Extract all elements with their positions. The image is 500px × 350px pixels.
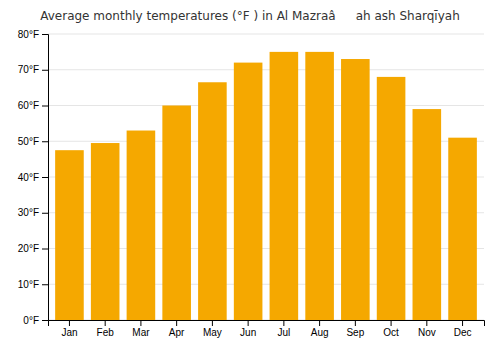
tick: 70°F bbox=[18, 64, 48, 75]
tick-mark bbox=[42, 70, 48, 71]
grid-line bbox=[48, 105, 484, 106]
tick-label: Nov bbox=[418, 327, 436, 338]
tick: 30°F bbox=[18, 207, 48, 218]
tick-label: Mar bbox=[132, 327, 150, 338]
tick-label: Sep bbox=[346, 327, 364, 338]
tick-mark bbox=[42, 284, 48, 285]
grid-line bbox=[48, 69, 484, 70]
tick-mark bbox=[42, 141, 48, 142]
tick-label: May bbox=[203, 327, 222, 338]
tick-label: Feb bbox=[97, 327, 115, 338]
bar bbox=[448, 138, 477, 320]
tick: Jul bbox=[277, 320, 290, 338]
axis-line bbox=[49, 321, 485, 327]
tick: Jan bbox=[61, 320, 77, 338]
tick-mark bbox=[248, 320, 249, 326]
tick: Jun bbox=[240, 320, 256, 338]
tick-mark bbox=[462, 320, 463, 326]
tick: May bbox=[203, 320, 222, 338]
tick-mark bbox=[42, 177, 48, 178]
bar bbox=[198, 82, 227, 320]
bar bbox=[127, 131, 156, 320]
tick-label: Oct bbox=[383, 327, 399, 338]
y-axis: 0°F 10°F 20°F 30°F 40°F 50°F 60°F 70°F 80°F bbox=[18, 29, 49, 326]
bars bbox=[55, 52, 477, 320]
tick-mark bbox=[69, 320, 70, 326]
tick: Sep bbox=[346, 320, 364, 338]
tick: 40°F bbox=[18, 172, 48, 183]
title: Average monthly temperatures (°F ) in Al… bbox=[40, 9, 460, 23]
tick-mark bbox=[176, 320, 177, 326]
tick-label: Dec bbox=[454, 327, 472, 338]
axis-line bbox=[42, 35, 49, 321]
tick: Mar bbox=[132, 320, 150, 338]
tick-label: Jul bbox=[277, 327, 290, 338]
tick-mark bbox=[42, 249, 48, 250]
bar bbox=[162, 106, 191, 321]
tick-label: Jan bbox=[61, 327, 77, 338]
tick-mark bbox=[105, 320, 106, 326]
tick: 60°F bbox=[18, 100, 48, 111]
tick-label: 70°F bbox=[18, 64, 39, 75]
tick-mark bbox=[42, 320, 48, 321]
tick: 80°F bbox=[18, 29, 48, 40]
tick: Aug bbox=[311, 320, 329, 338]
tick-label: Jun bbox=[240, 327, 256, 338]
tick: 10°F bbox=[18, 279, 48, 290]
bar bbox=[413, 109, 442, 320]
bar bbox=[305, 52, 334, 320]
tick-mark bbox=[426, 320, 427, 326]
tick: 0°F bbox=[23, 315, 48, 326]
tick-label: 10°F bbox=[18, 279, 39, 290]
bar bbox=[341, 59, 370, 320]
tick-mark bbox=[391, 320, 392, 326]
tick-label: Aug bbox=[311, 327, 329, 338]
tick-mark bbox=[42, 34, 48, 35]
bar bbox=[91, 143, 120, 320]
tick-mark bbox=[212, 320, 213, 326]
tick-mark bbox=[140, 320, 141, 326]
tick-label: 60°F bbox=[18, 100, 39, 111]
bar bbox=[270, 52, 299, 320]
grid-line bbox=[48, 34, 484, 35]
tick-label: 40°F bbox=[18, 172, 39, 183]
x-axis: Jan Feb Mar Apr May Jun Jul Aug Sep Oct Nov Dec bbox=[49, 320, 485, 338]
tick-label: Apr bbox=[169, 327, 185, 338]
tick: Apr bbox=[169, 320, 185, 338]
tick: 50°F bbox=[18, 136, 48, 147]
bar bbox=[377, 77, 406, 320]
tick-mark bbox=[42, 106, 48, 107]
tick-label: 80°F bbox=[18, 29, 39, 40]
tick-label: 30°F bbox=[18, 207, 39, 218]
tick: Dec bbox=[454, 320, 472, 338]
chart: Average monthly temperatures (°F ) in Al… bbox=[0, 0, 500, 350]
tick: Nov bbox=[418, 320, 436, 338]
bar bbox=[234, 63, 263, 320]
tick-label: 20°F bbox=[18, 243, 39, 254]
tick-label: 50°F bbox=[18, 136, 39, 147]
tick-mark bbox=[283, 320, 284, 326]
plot: 0°F 10°F 20°F 30°F 40°F 50°F 60°F 70°F 80°F Jan Fe… bbox=[18, 29, 485, 338]
tick-label: 0°F bbox=[23, 315, 39, 326]
tick-mark bbox=[355, 320, 356, 326]
tick-mark bbox=[319, 320, 320, 326]
tick: Feb bbox=[97, 320, 115, 338]
grid bbox=[48, 34, 484, 320]
tick-mark bbox=[42, 213, 48, 214]
bar bbox=[55, 150, 84, 320]
tick: 20°F bbox=[18, 243, 48, 254]
tick: Oct bbox=[383, 320, 399, 338]
